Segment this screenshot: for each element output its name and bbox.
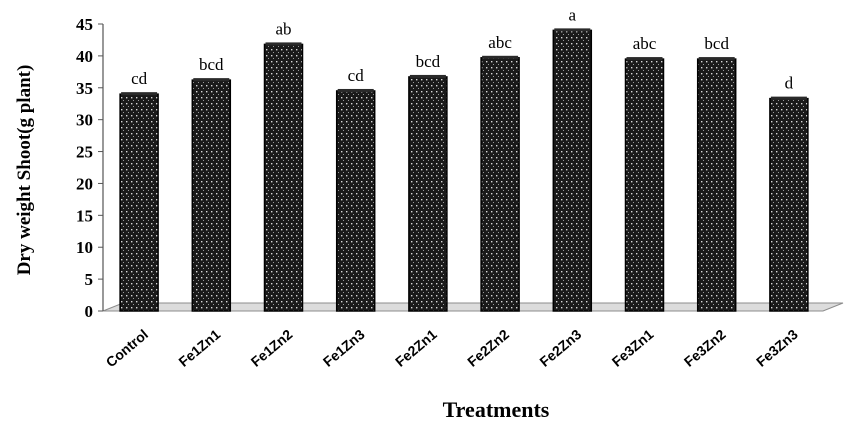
bar-fe2zn3 [552,29,593,312]
bar-fe3zn3 [769,97,809,312]
significance-label: a [569,5,577,24]
significance-label: abc [633,34,657,53]
y-axis: 0 5 10 15 20 25 30 35 40 45 [76,15,104,321]
y-tick-label: 15 [76,206,93,225]
bar-fe1zn1 [191,79,232,312]
y-tick-label: 35 [76,79,93,98]
bar-top-fe1zn2 [265,42,302,46]
x-tick-label: Fe3Zn1 [609,326,657,370]
x-tick-label: Fe3Zn2 [681,326,729,370]
bar-top-control [121,92,158,96]
y-tick-label: 20 [76,174,93,193]
significance-label: bcd [416,52,441,71]
x-tick-label: Fe2Zn1 [392,326,440,370]
y-tick-label: 5 [85,270,94,289]
bar-top-fe2zn2 [482,55,519,59]
x-tick-label: Fe3Zn3 [753,326,801,370]
x-tick-label: Fe1Zn2 [248,326,296,370]
significance-label: bcd [199,55,224,74]
significance-label: abc [488,33,512,52]
bar-fe1zn2 [263,43,304,312]
significance-label: ab [275,19,291,38]
bar-control [119,93,159,312]
bar-fe2zn1 [408,76,448,312]
bar-top-fe2zn1 [409,74,446,78]
y-tick-label: 0 [85,302,94,321]
x-axis: Control Fe1Zn1 Fe1Zn2 Fe1Zn3 Fe2Zn1 Fe2Zn2 Fe2… [103,326,801,370]
bar-top-fe3zn2 [698,57,735,61]
significance-label: cd [348,66,365,85]
x-tick-label: Fe2Zn3 [536,326,584,370]
bars: cd bcd ab cd bcd abc a abc bcd d [119,5,809,312]
bar-top-fe1zn1 [193,78,230,82]
bar-top-fe3zn3 [770,96,807,100]
significance-label: cd [131,69,148,88]
x-tick-label: Control [103,326,151,370]
y-tick-label: 45 [76,15,93,34]
y-tick-label: 25 [76,143,93,162]
bar-top-fe3zn1 [626,57,663,61]
bar-fe3zn1 [624,58,665,312]
significance-label: bcd [704,34,729,53]
x-tick-label: Fe1Zn3 [320,326,368,370]
bar-fe2zn2 [480,57,520,312]
bar-fe3zn2 [696,58,737,312]
significance-label: d [785,74,794,93]
x-tick-label: Fe1Zn1 [175,326,223,370]
bar-top-fe1zn3 [337,88,374,92]
y-tick-label: 40 [76,47,93,66]
y-axis-title: Dry weight Shoot(g plant) [14,65,35,276]
y-tick-label: 30 [76,111,93,130]
x-axis-title: Treatments [443,397,550,422]
y-tick-label: 10 [76,238,93,257]
bar-fe1zn3 [335,90,376,312]
bar-top-fe2zn3 [554,28,591,32]
x-tick-label: Fe2Zn2 [464,326,512,370]
